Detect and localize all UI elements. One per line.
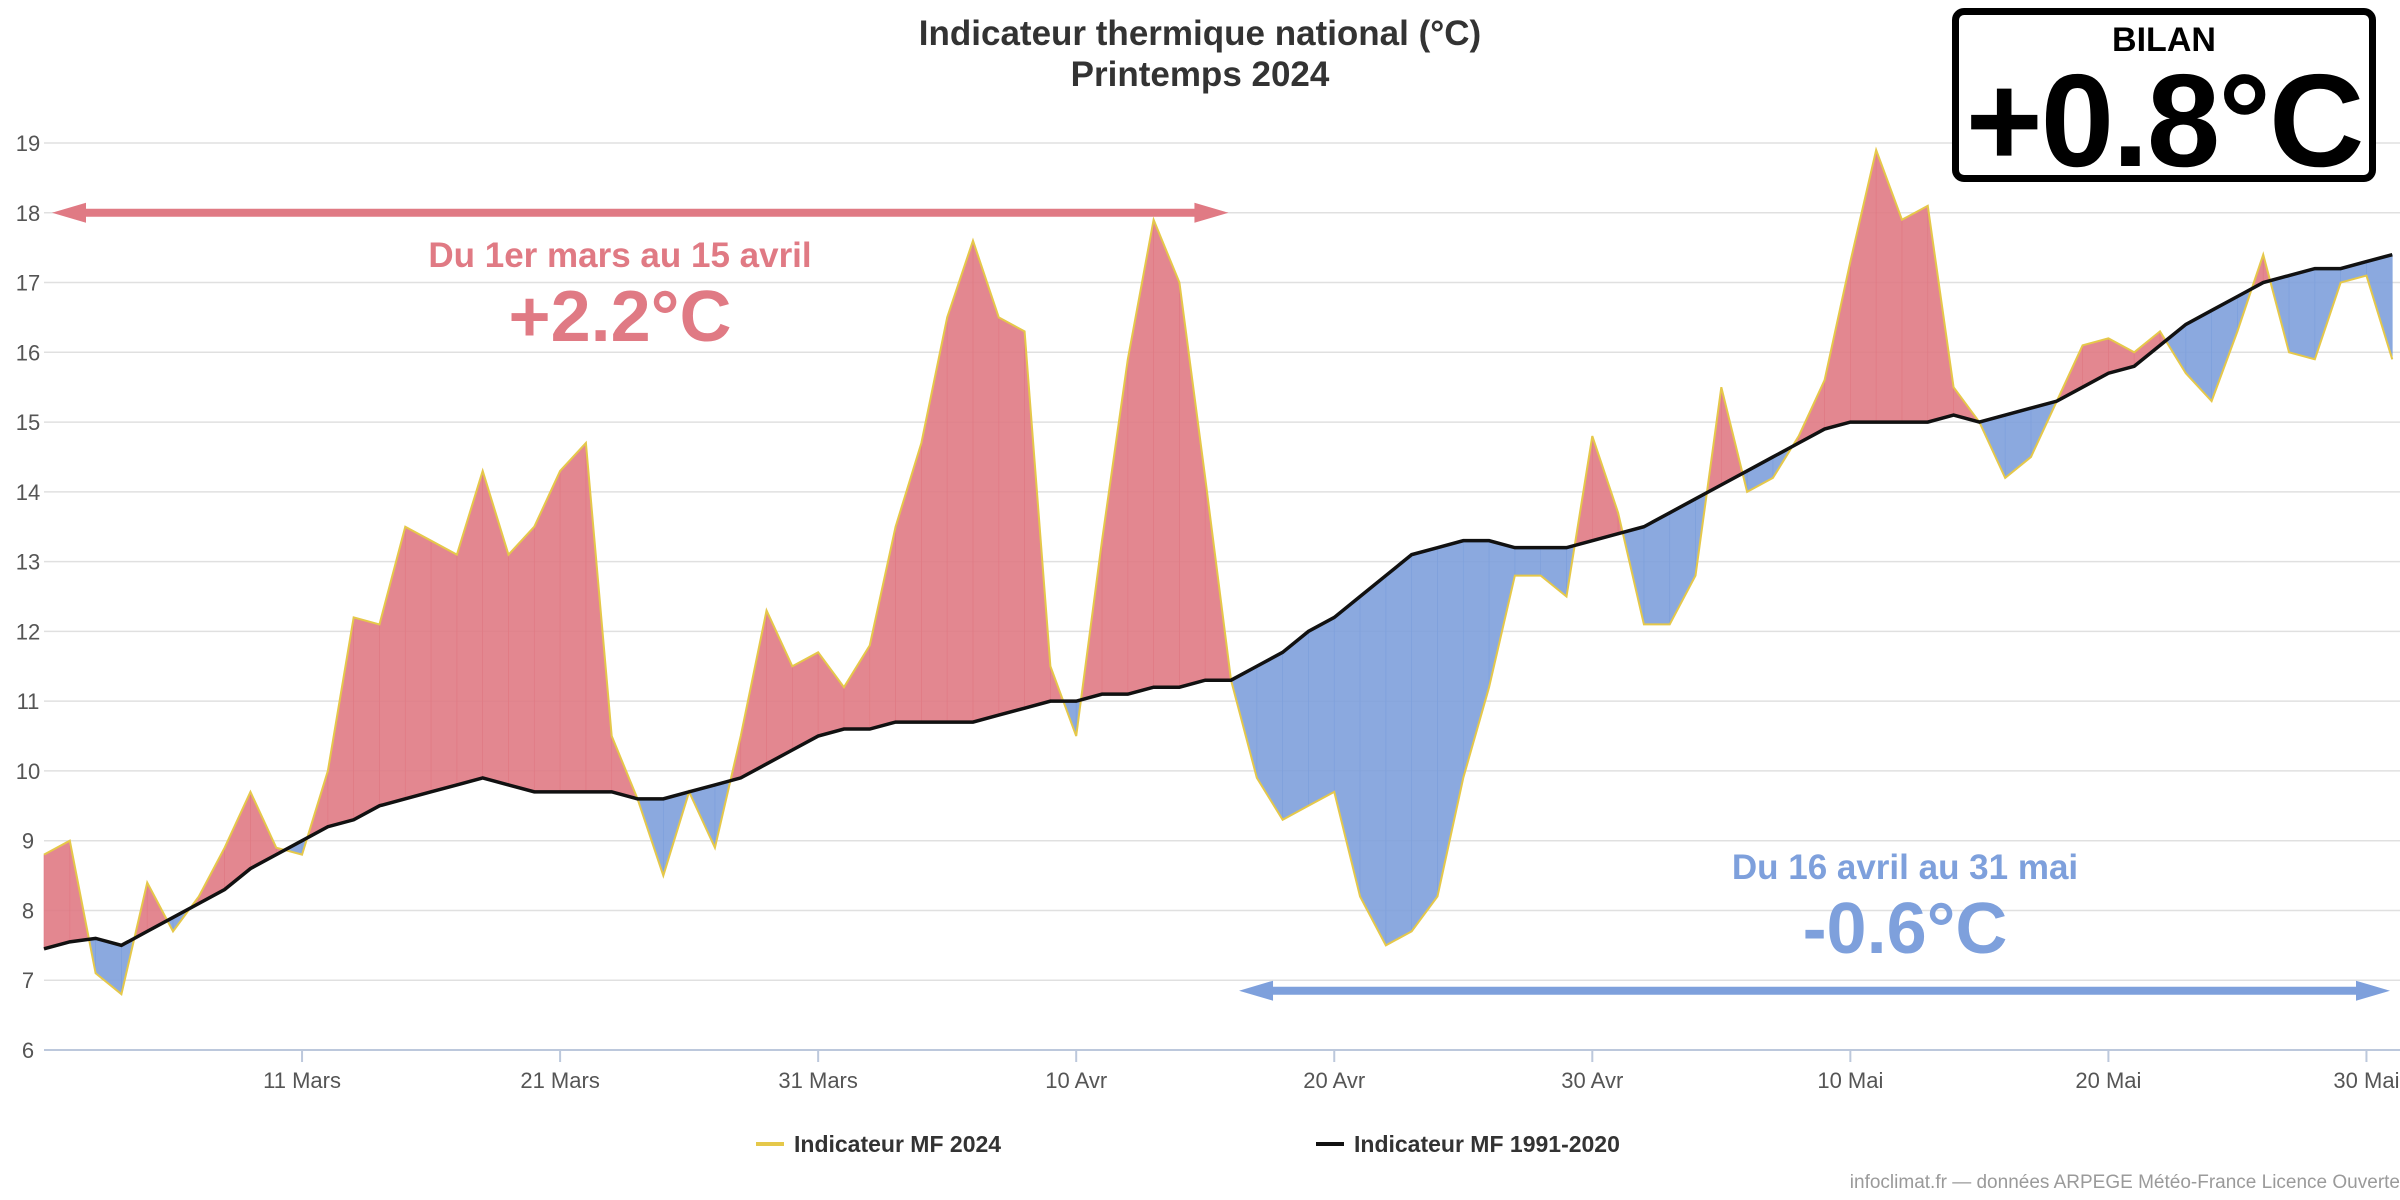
difference-segment	[1411, 547, 1438, 933]
difference-segment	[456, 470, 483, 786]
difference-segment	[1669, 498, 1696, 625]
period-arrows	[52, 202, 2390, 1001]
difference-segment	[404, 526, 432, 800]
x-tick-label: 10 Avr	[1045, 1068, 1107, 1093]
difference-segment	[1385, 554, 1412, 946]
x-tick-label: 30 Mai	[2333, 1068, 2399, 1093]
y-tick-label: 14	[16, 480, 40, 505]
difference-segment	[1643, 512, 1671, 625]
difference-segment	[327, 617, 354, 828]
difference-segment	[1179, 282, 1206, 688]
y-tick-label: 16	[16, 340, 40, 365]
legend-swatch-2024	[756, 1141, 784, 1146]
y-tick-label: 13	[16, 550, 40, 575]
y-tick-label: 17	[16, 271, 40, 296]
period-2-value: -0.6°C	[1802, 889, 2008, 969]
bilan-box: BILAN +0.8°C	[1952, 8, 2376, 187]
difference-segment	[740, 610, 767, 779]
y-tick-label: 18	[16, 201, 40, 226]
legend-item-normal[interactable]: Indicateur MF 1991-2020	[1316, 1131, 1620, 1158]
credit-text: infoclimat.fr — données ARPEGE Météo-Fra…	[1849, 1172, 2400, 1193]
difference-segment	[1875, 149, 1903, 423]
difference-segment	[1437, 540, 1464, 897]
difference-segment	[972, 240, 1000, 723]
difference-segment	[2288, 268, 2316, 360]
chart-subtitle: Printemps 2024	[1070, 55, 1330, 94]
y-tick-label: 19	[16, 131, 40, 156]
difference-segment	[946, 240, 974, 723]
legend-label-2024: Indicateur MF 2024	[794, 1131, 1002, 1157]
difference-segment	[430, 540, 458, 793]
difference-segment	[1850, 149, 1877, 423]
series-line-2024	[43, 146, 2394, 996]
difference-segment	[508, 525, 535, 793]
axes: 6 7 8 9 10 11 12 13 14 15 16 17 18 19 11 Mars 21 Mars 31…	[16, 131, 2400, 1093]
y-tick-label: 10	[16, 759, 40, 784]
series-line-normal	[43, 252, 2393, 951]
difference-segment	[1592, 435, 1619, 542]
difference-segment	[843, 644, 871, 730]
x-tick-label: 10 Mai	[1817, 1068, 1883, 1093]
difference-segment	[792, 651, 819, 751]
y-tick-label: 8	[22, 898, 34, 923]
x-tick-label: 20 Mai	[2075, 1068, 2141, 1093]
difference-segment	[1901, 205, 1929, 423]
period-arrow-head	[1194, 202, 1229, 223]
difference-segment	[1282, 630, 1309, 821]
difference-segment	[1333, 595, 1361, 897]
difference-segment	[1359, 574, 1387, 946]
bilan-value: +0.8°C	[1965, 47, 2365, 194]
difference-segment	[353, 617, 380, 821]
legend-label-normal: Indicateur MF 1991-2020	[1354, 1131, 1620, 1157]
difference-segment	[1540, 547, 1567, 598]
y-tick-label: 6	[22, 1038, 34, 1063]
difference-segment	[817, 651, 845, 737]
y-tick-label: 11	[17, 689, 40, 714]
x-tick-label: 31 Mars	[778, 1068, 857, 1093]
difference-segment	[766, 610, 793, 765]
difference-segment	[379, 526, 406, 807]
difference-segment	[998, 316, 1025, 716]
difference-segment	[1256, 651, 1283, 821]
difference-segment	[1514, 547, 1541, 576]
x-tick-label: 20 Avr	[1303, 1068, 1365, 1093]
series-lines	[43, 146, 2394, 996]
difference-segment	[1824, 261, 1851, 430]
difference-segment	[2211, 295, 2238, 402]
legend-swatch-normal	[1316, 1141, 1344, 1146]
x-tick-label: 30 Avr	[1561, 1068, 1623, 1093]
x-tick-label: 11 Mars	[263, 1068, 341, 1093]
y-tick-label: 7	[22, 968, 34, 993]
difference-segment	[43, 840, 71, 950]
difference-segment	[1488, 540, 1516, 688]
period-1-value: +2.2°C	[508, 277, 732, 357]
period-arrow-head	[1239, 980, 1274, 1001]
bilan-label: BILAN	[2112, 21, 2216, 59]
period-arrow-head	[52, 202, 86, 223]
difference-segment	[1153, 219, 1180, 688]
difference-segment	[1101, 359, 1129, 695]
difference-segment	[482, 470, 509, 786]
y-tick-label: 15	[16, 410, 40, 435]
period-1-label: Du 1er mars au 15 avril	[428, 236, 812, 275]
difference-segment	[559, 442, 587, 793]
period-2-label: Du 16 avril au 31 mai	[1731, 848, 2079, 887]
difference-segment	[1308, 616, 1335, 807]
x-tick-label: 21 Mars	[520, 1068, 599, 1093]
difference-segment	[95, 937, 122, 995]
y-tick-label: 12	[16, 619, 40, 644]
difference-segment	[1462, 540, 1490, 778]
period-arrow-head	[2356, 980, 2390, 1001]
chart-title: Indicateur thermique national (°C)	[918, 14, 1482, 53]
y-tick-label: 9	[22, 829, 34, 854]
legend-item-2024[interactable]: Indicateur MF 2024	[756, 1131, 1001, 1158]
